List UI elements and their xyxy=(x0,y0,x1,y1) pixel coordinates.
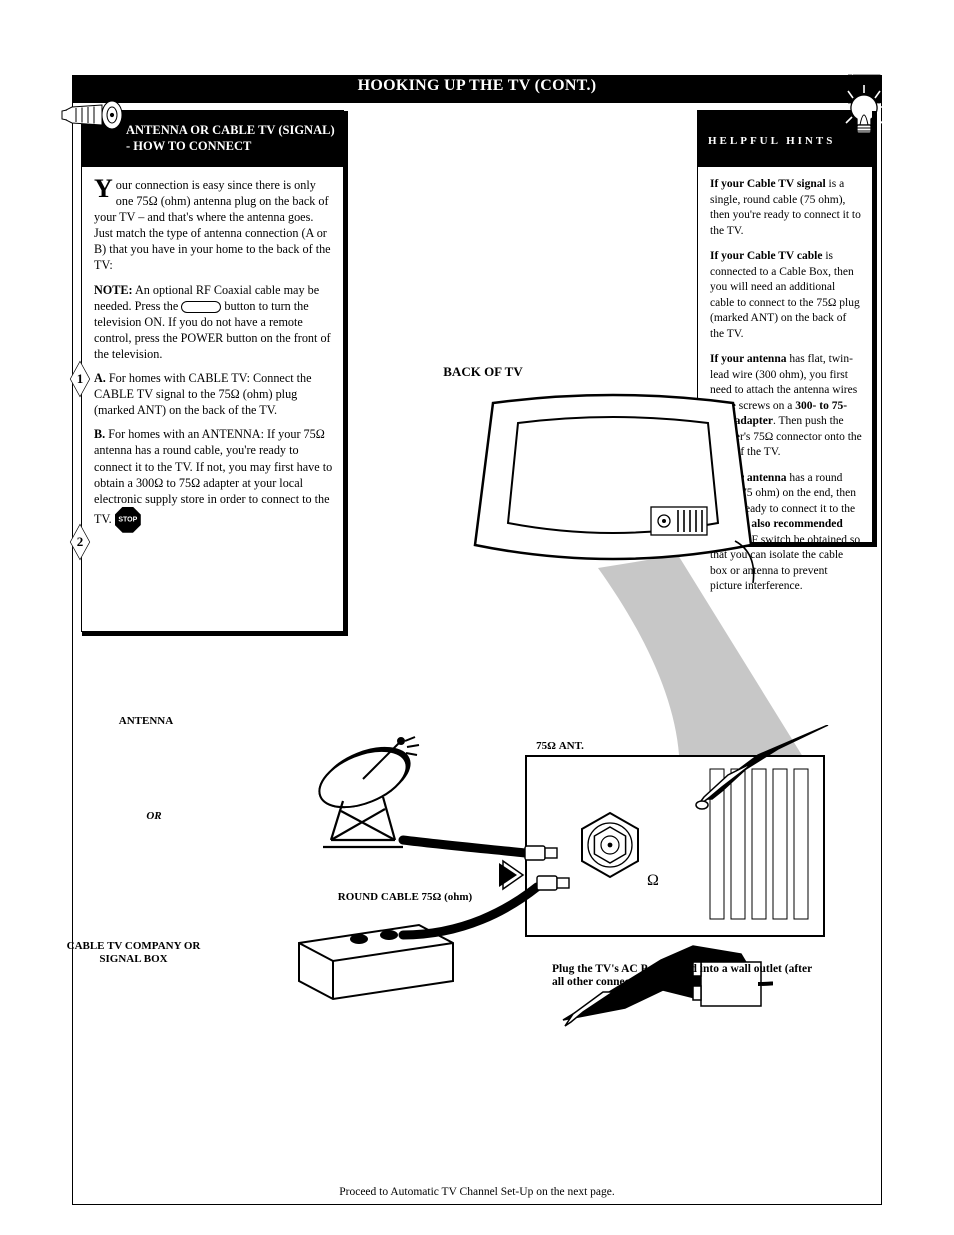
step-a-label: A. xyxy=(94,371,106,385)
label-back-tv: BACK OF TV xyxy=(373,365,593,380)
steps-panel: ANTENNA OR CABLE TV (SIGNAL) - HOW TO CO… xyxy=(81,110,344,632)
tips-heading: HELPFUL HINTS xyxy=(708,135,835,147)
note-paragraph: NOTE: An optional RF Coaxial cable may b… xyxy=(94,282,333,362)
power-button-icon xyxy=(181,301,221,313)
label-round-cable: ROUND CABLE 75Ω (ohm) xyxy=(305,891,505,904)
label-jack: 75Ω ANT. xyxy=(505,740,615,753)
label-plug-note: Plug the TV's AC Power cord into a wall … xyxy=(552,963,817,989)
label-antenna: ANTENNA xyxy=(101,715,191,728)
tv-rear-icon xyxy=(463,385,763,605)
lightbulb-icon xyxy=(838,83,890,154)
step-a: A. For homes with CABLE TV: Connect the … xyxy=(94,370,333,418)
section-banner: HOOKING UP THE TV (CONT.) xyxy=(73,75,881,103)
steps-body: Y our connection is easy since there is … xyxy=(82,167,343,551)
step-b-label: B. xyxy=(94,427,105,441)
intro-paragraph: Y our connection is easy since there is … xyxy=(94,177,333,274)
intro-text: our connection is easy since there is on… xyxy=(94,178,331,272)
coax-plug-icon xyxy=(60,91,130,144)
steps-title: ANTENNA OR CABLE TV (SIGNAL) - HOW TO CO… xyxy=(126,123,335,154)
manual-page: 5 HOOKING UP THE TV (CONT.) xyxy=(72,75,882,1205)
stop-icon xyxy=(115,507,141,533)
step-b: B. For homes with an ANTENNA: If your 75… xyxy=(94,426,333,532)
page-footer: Proceed to Automatic TV Channel Set-Up o… xyxy=(73,1186,881,1198)
section-title: HOOKING UP THE TV (CONT.) xyxy=(73,77,881,95)
step-a-text: For homes with CABLE TV: Connect the CAB… xyxy=(94,371,312,417)
dropcap: Y xyxy=(94,177,116,200)
steps-header: ANTENNA OR CABLE TV (SIGNAL) - HOW TO CO… xyxy=(82,111,343,167)
note-label: NOTE: xyxy=(94,283,133,297)
label-or: OR xyxy=(139,810,169,823)
tip-2: If your Cable TV cable is connected to a… xyxy=(710,249,862,342)
label-cable-box: CABLE TV COMPANY OR SIGNAL BOX xyxy=(61,940,206,965)
hand-top-icon xyxy=(688,725,838,835)
tip-1: If your Cable TV signal is a single, rou… xyxy=(710,177,862,239)
tips-header: HELPFUL HINTS xyxy=(698,111,872,167)
